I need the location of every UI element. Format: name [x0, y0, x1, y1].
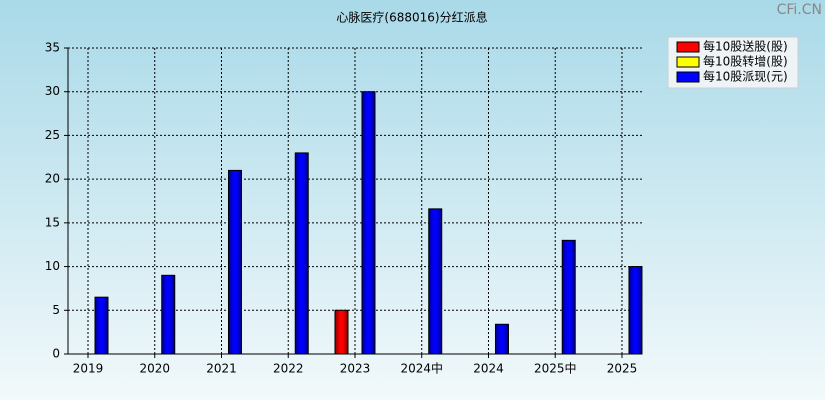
legend-label: 每10股派现(元) [703, 69, 788, 84]
y-tick-label: 0 [52, 347, 60, 361]
y-tick-label: 5 [52, 303, 60, 317]
y-tick-label: 20 [45, 172, 60, 186]
x-tick-label: 2022 [273, 362, 304, 376]
y-tick-label: 30 [45, 84, 60, 98]
bar [361, 91, 376, 355]
bar [227, 169, 242, 355]
x-tick-label: 2025 [607, 362, 638, 376]
bar [161, 274, 176, 355]
legend-label: 每10股送股(股) [703, 39, 788, 54]
y-tick-label: 25 [45, 128, 60, 142]
bar [294, 152, 309, 355]
bar [94, 296, 109, 355]
y-tick-label: 10 [45, 259, 60, 273]
x-tick-label: 2023 [340, 362, 371, 376]
legend-swatch [676, 56, 700, 68]
x-tick-label: 2019 [73, 362, 104, 376]
x-tick-label: 2024 [473, 362, 504, 376]
bar [428, 208, 443, 355]
y-tick-label: 15 [45, 215, 60, 229]
x-tick-label: 2024中 [400, 361, 443, 376]
x-tick-label: 2025中 [534, 361, 577, 376]
y-tick-label: 35 [45, 41, 60, 55]
bar [628, 266, 643, 355]
watermark: CFi.CN [777, 2, 822, 18]
x-tick-label: 2021 [206, 362, 237, 376]
legend-label: 每10股转增(股) [703, 54, 788, 69]
bar [561, 239, 576, 355]
x-tick-label: 2020 [139, 362, 170, 376]
chart-title: 心脉医疗(688016)分红派息 [336, 10, 487, 25]
legend-swatch [676, 71, 700, 83]
bar [494, 323, 509, 355]
bar [334, 309, 349, 355]
legend-swatch [676, 41, 700, 53]
